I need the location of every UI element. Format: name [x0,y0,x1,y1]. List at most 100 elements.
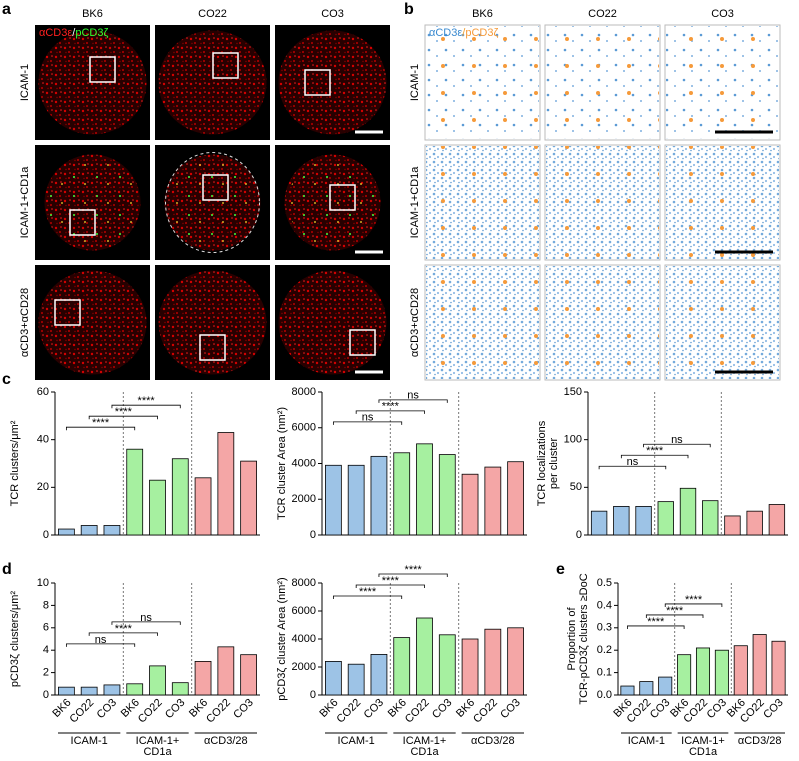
bar [325,464,342,536]
y-tick-label: 4000 [292,457,316,469]
significance-bracket [643,443,711,448]
bar [724,515,741,536]
y-axis-label: pCD3ζ cluster Area (nm²) [276,577,288,700]
bar [126,683,144,696]
significance-bracket [355,410,425,414]
x-tick-label: CO3 [430,697,454,721]
cell-body [158,270,267,375]
column-header: CO22 [198,8,227,20]
bar [714,649,729,696]
bar [657,501,674,536]
bar [733,645,748,696]
bar [484,466,502,536]
group-label: CD1a [143,746,172,758]
zoom-box [329,184,356,211]
bar [240,654,257,696]
bar [80,525,98,536]
group-label: CD1a [410,746,439,758]
outline [165,152,260,253]
legend-part: pCD3ζ [465,27,498,39]
x-tick-label: CO3 [362,697,386,721]
y-tick-label: 0 [310,689,316,701]
x-tick-label: CO22 [204,697,233,726]
column-header: CO3 [711,8,734,20]
legend-part: αCD3ε [39,27,72,39]
significance-bracket [65,426,136,431]
significance-bracket [65,643,136,647]
legend-part: αCD3ε [429,27,462,39]
y-tick-label: 2000 [292,493,316,505]
legend: αCD3ε/pCD3ζ [39,27,108,39]
zoom-box [69,209,96,236]
significance-label: **** [382,575,400,587]
x-tick-label: CO3 [705,697,729,721]
bar [171,458,189,536]
zoom-box [202,174,229,201]
pclusters [426,266,539,379]
bar [752,634,767,696]
bar [393,637,411,696]
significance-bracket [332,595,403,599]
bar [393,452,411,536]
bar [347,464,365,536]
significance-label: **** [138,395,156,407]
bar [80,686,98,696]
y-tick-label: 4 [43,644,49,656]
group-label: ICAM-1+ [136,735,180,747]
panel-b: BK6 CO22 CO3 ICAM-1 ICAM-1+CD1a αCD3+αCD28 αCD… [409,8,781,381]
bar [217,646,235,696]
bar [370,455,388,536]
bar [658,676,673,696]
significance-bracket [645,614,704,618]
legend: αCD3ε/pCD3ζ [429,27,498,39]
significance-bracket [111,404,181,409]
bar [620,685,635,696]
y-tick-label: 150 [564,386,582,398]
bar [103,684,121,696]
y-tick-label: 2 [43,667,49,679]
significance-label: ns [362,412,374,424]
y-axis-label: TCR localizations [536,420,548,506]
group-label: αCD3/28 [738,735,782,747]
y-axis-label: TCR clusters/μm² [9,420,21,506]
significance-label: **** [115,623,133,635]
bar [149,665,166,696]
bar [438,454,456,536]
y-tick-label: 0.0 [597,689,612,701]
pclusters [666,146,779,259]
y-tick-label: 0.1 [597,667,612,679]
bar [461,638,479,696]
significance-label: **** [382,401,400,413]
y-tick-label: 8 [43,599,49,611]
group-label: ICAM-1+ [681,735,725,747]
legend-part: / [462,27,466,39]
panel-label: d [2,561,12,578]
signal [47,159,138,246]
y-axis-label: pCD3ζ clusters/μm² [9,591,21,687]
bar [461,473,479,536]
x-tick-label: CO22 [136,697,165,726]
x-tick-label: CO3 [163,697,187,721]
pclusters [546,146,659,259]
row-label: ICAM-1+CD1a [19,166,31,239]
bar [416,617,433,696]
bar [58,528,75,536]
cell-body [38,270,147,375]
bar [149,479,166,536]
y-tick-label: 0 [43,529,49,541]
pclusters [426,146,539,259]
group-label: ICAM-1 [338,735,375,747]
panel-a: BK6 CO22 CO3 ICAM-1 ICAM-1+CD1a αCD3+αCD28 αCD… [19,8,390,380]
x-tick-label: CO3 [648,697,672,721]
bar [484,628,502,696]
group-label: ICAM-1 [71,735,108,747]
bar [126,448,144,536]
x-tick-label: CO22 [471,697,500,726]
y-tick-label: 40 [37,434,49,446]
significance-label: **** [405,564,423,576]
pclusters [546,266,659,379]
column-header: CO3 [321,8,344,20]
bar [347,663,365,696]
